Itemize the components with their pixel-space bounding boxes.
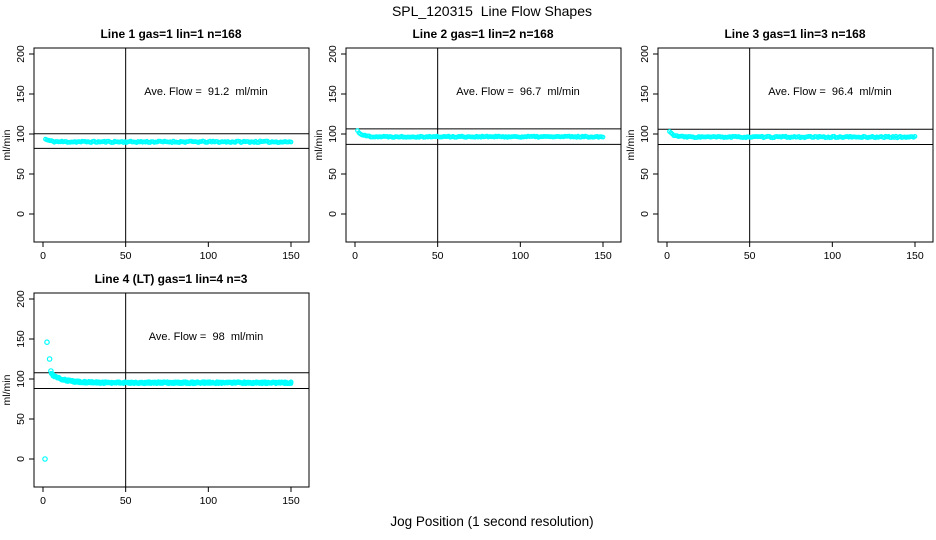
y-tick-label: 50 [327,168,339,180]
y-tick-label: 0 [327,211,339,217]
subplot-line-4: Line 4 (LT) gas=1 lin=4 n=3 Ave. Flow = … [1,272,310,507]
x-axis-ticks: 0 50 100 150 [40,242,300,262]
y-tick-label: 0 [15,456,27,462]
subplot-title: Line 2 gas=1 lin=2 n=168 [412,27,553,41]
outlier-point [48,368,54,374]
axes [33,47,310,243]
x-tick-label: 150 [594,250,612,262]
x-tick-label: 150 [282,495,300,507]
y-tick-label: 200 [15,45,27,63]
plot-box [33,47,310,243]
flow-point [600,134,606,140]
x-tick-label: 0 [40,495,46,507]
y-tick-label: 50 [15,168,27,180]
plot-box [33,292,310,488]
figure-title: SPL_120315 Line Flow Shapes [391,3,593,19]
y-tick-label: 0 [639,211,651,217]
ave-flow-annotation: Ave. Flow = 91.2 ml/min [144,86,268,98]
x-tick-label: 150 [282,250,300,262]
subplot-title: Line 1 gas=1 lin=1 n=168 [100,27,241,41]
x-axis-ticks: 0 50 100 150 [352,242,612,262]
y-axis-title: ml/min [313,129,325,160]
outlier-point [44,339,50,346]
x-tick-label: 50 [120,250,132,262]
y-axis-title: ml/min [1,374,13,405]
flow-point [288,379,294,385]
subplot-title: Line 4 (LT) gas=1 lin=4 n=3 [95,272,248,286]
subplot-title: Line 3 gas=1 lin=3 n=168 [724,27,865,41]
subplot-line-2: Line 2 gas=1 lin=2 n=168 Ave. Flow = 96.… [313,27,622,262]
y-tick-label: 200 [327,45,339,63]
ave-flow-annotation: Ave. Flow = 98 ml/min [149,331,263,343]
axes [345,47,622,243]
y-tick-label: 200 [15,290,27,308]
y-axis-ticks: 0 50 100 150 200 [15,45,34,217]
y-axis-title: ml/min [625,129,637,160]
x-tick-label: 100 [200,250,218,262]
plot-box [345,47,622,243]
y-tick-label: 150 [15,85,27,103]
x-tick-label: 0 [664,250,670,262]
x-tick-label: 100 [824,250,842,262]
y-axis-ticks: 0 50 100 150 200 [327,45,346,217]
x-tick-label: 50 [744,250,756,262]
x-tick-label: 100 [200,495,218,507]
ave-flow-annotation: Ave. Flow = 96.7 ml/min [456,86,580,98]
y-tick-label: 50 [639,168,651,180]
data-points [43,136,294,145]
x-axis-label: Jog Position (1 second resolution) [390,514,594,529]
y-tick-label: 150 [15,330,27,348]
x-axis-ticks: 0 50 100 150 [40,487,300,507]
y-tick-label: 150 [639,85,651,103]
axes [33,292,310,488]
x-axis-ticks: 0 50 100 150 [664,242,924,262]
y-tick-label: 50 [15,413,27,425]
axes [657,47,934,243]
subplot-line-1: Line 1 gas=1 lin=1 n=168 Ave. Flow = 91.… [1,27,310,262]
data-points [42,339,294,462]
x-tick-label: 50 [120,495,132,507]
y-tick-label: 100 [327,125,339,143]
y-tick-label: 150 [327,85,339,103]
flow-point [288,139,294,145]
y-tick-label: 100 [639,125,651,143]
x-tick-label: 50 [432,250,444,262]
data-points [355,128,606,140]
y-tick-label: 100 [15,370,27,388]
x-tick-label: 150 [906,250,924,262]
flow-point [912,133,918,139]
y-tick-label: 100 [15,125,27,143]
y-tick-label: 200 [639,45,651,63]
y-axis-ticks: 0 50 100 150 200 [639,45,658,217]
outlier-point [46,356,53,362]
y-axis-title: ml/min [1,129,13,160]
x-tick-label: 0 [40,250,46,262]
subplot-line-3: Line 3 gas=1 lin=3 n=168 Ave. Flow = 96.… [625,27,934,262]
data-points [667,129,918,141]
outlier-point [42,456,48,462]
y-tick-label: 0 [15,211,27,217]
x-tick-label: 0 [352,250,358,262]
ave-flow-annotation: Ave. Flow = 96.4 ml/min [768,86,892,98]
y-axis-ticks: 0 50 100 150 200 [15,290,34,462]
x-tick-label: 100 [512,250,530,262]
